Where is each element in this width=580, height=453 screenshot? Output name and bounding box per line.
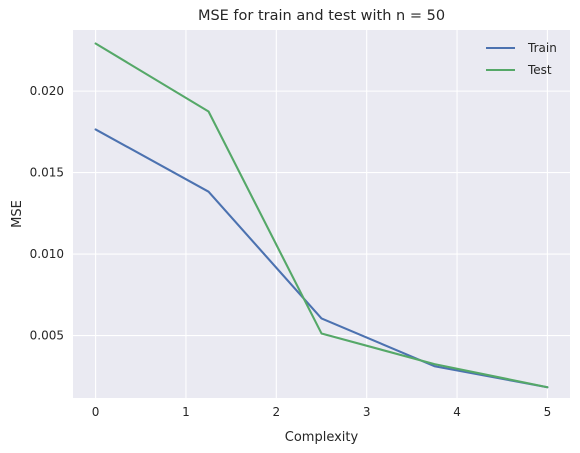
series-lines (94, 42, 549, 389)
x-ticks: 0 1 2 3 4 5 (92, 405, 551, 419)
x-tick-label: 1 (182, 405, 190, 419)
y-tick-label: 0.010 (30, 247, 64, 261)
y-tick-label: 0.015 (30, 166, 64, 180)
y-axis-label: MSE (10, 200, 25, 228)
legend: Train Test (486, 41, 557, 77)
y-tick-label: 0.005 (30, 329, 64, 343)
series-line-test (94, 42, 549, 389)
plot-area (73, 30, 570, 398)
x-tick-label: 4 (453, 405, 461, 419)
x-tick-label: 5 (544, 405, 552, 419)
x-tick-label: 3 (363, 405, 371, 419)
x-tick-label: 2 (272, 405, 280, 419)
legend-label-test: Test (527, 63, 552, 77)
y-ticks: 0.005 0.010 0.015 0.020 (30, 84, 64, 342)
x-tick-label: 0 (92, 405, 100, 419)
grid (73, 30, 570, 398)
series-line-train (94, 128, 549, 389)
legend-label-train: Train (527, 41, 557, 55)
y-tick-label: 0.020 (30, 84, 64, 98)
chart-title: MSE for train and test with n = 50 (198, 8, 445, 24)
x-axis-label: Complexity (285, 430, 359, 445)
